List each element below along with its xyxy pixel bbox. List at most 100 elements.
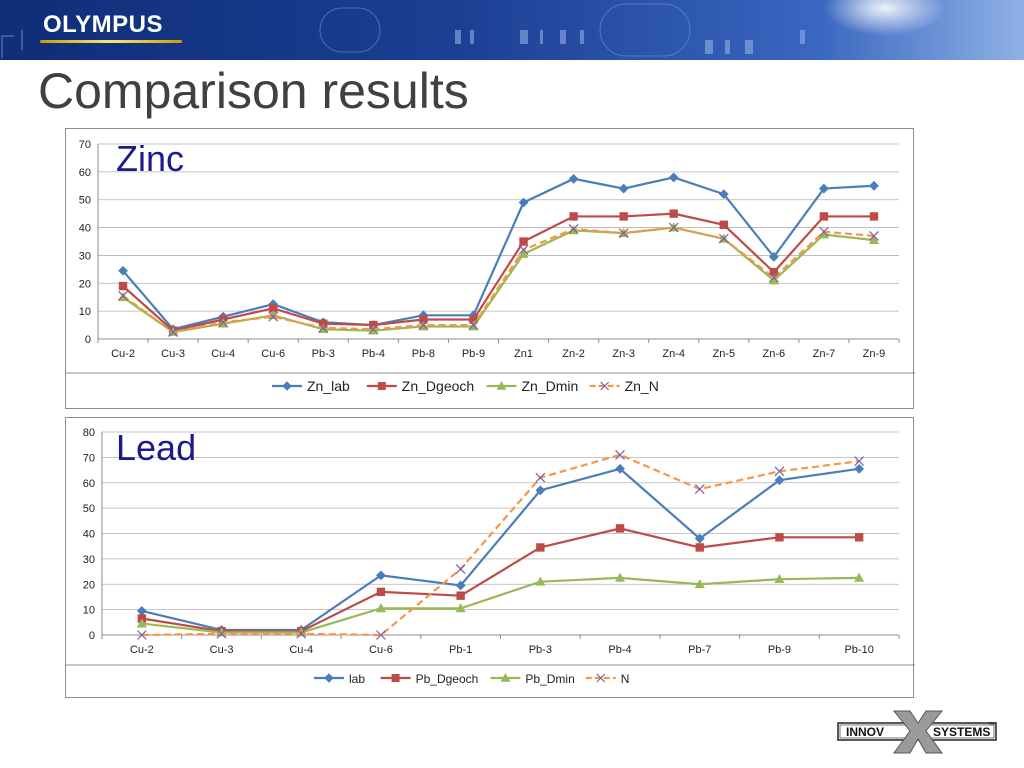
zinc-data-point	[619, 212, 628, 221]
lead-data-point	[136, 618, 147, 628]
zinc-data-point	[818, 226, 829, 237]
zinc-series-line	[122, 226, 875, 334]
zinc-data-point	[518, 248, 529, 258]
lead-series-line	[141, 576, 860, 634]
zinc-xtick-label: Zn1	[514, 348, 533, 360]
zinc-xtick-label: Pb-8	[412, 348, 435, 360]
lead-data-point	[854, 572, 865, 582]
lead-data-point	[376, 630, 386, 640]
lead-data-point	[615, 463, 625, 474]
zinc-xtick-label: Zn-6	[763, 348, 786, 360]
lead-xtick-label: Pb-9	[768, 644, 791, 656]
zinc-legend-label: Zn_Dmin	[522, 378, 579, 394]
zinc-data-point	[819, 212, 829, 221]
zinc-data-point	[868, 234, 880, 244]
lead-data-point	[376, 587, 386, 597]
page-title: Comparison results	[38, 63, 469, 119]
lead-ytick-label: 20	[83, 579, 95, 591]
lead-series-line	[141, 453, 860, 637]
lead-data-point	[455, 603, 466, 613]
lead-data-point	[136, 630, 147, 640]
zinc-ytick-label: 50	[79, 195, 91, 207]
zinc-data-point	[518, 244, 529, 255]
lead-series-line	[141, 467, 860, 632]
zinc-data-point	[569, 212, 578, 221]
lead-data-point	[774, 475, 785, 486]
zinc-xtick-label: Zn-7	[813, 348, 836, 360]
zinc-ytick-label: 30	[79, 250, 91, 262]
lead-data-point	[535, 485, 546, 496]
header-banner: OLYMPUS	[0, 0, 1024, 60]
zinc-data-point	[618, 228, 629, 239]
zinc-legend-marker	[282, 381, 292, 391]
lead-data-point	[535, 472, 546, 483]
lead-data-point	[774, 466, 785, 477]
zinc-data-point	[468, 320, 479, 330]
lead-legend-marker	[596, 673, 606, 683]
zinc-data-point	[668, 172, 679, 183]
lead-data-point	[456, 591, 465, 600]
olympus-logo: OLYMPUS	[43, 11, 163, 38]
zinc-data-point	[118, 281, 128, 291]
lead-xtick-label: Pb-10	[844, 644, 873, 656]
zinc-data-point	[869, 231, 879, 241]
zinc-data-point	[568, 173, 579, 184]
lead-legend-label: Pb_Dmin	[525, 672, 574, 686]
zinc-data-point	[118, 290, 128, 301]
zinc-data-point	[869, 180, 879, 191]
zinc-ytick-label: 70	[79, 139, 91, 151]
lead-series-line	[141, 527, 860, 633]
lead-data-point	[375, 603, 386, 613]
lead-xtick-label: Pb-1	[449, 644, 472, 656]
zinc-data-point	[519, 237, 528, 246]
zinc-data-point	[869, 212, 879, 221]
zinc-xtick-label: Zn-9	[863, 348, 886, 360]
lead-ytick-label: 10	[83, 605, 95, 617]
lead-data-point	[136, 605, 147, 616]
zinc-xtick-label: Cu-3	[161, 348, 185, 360]
zinc-data-point	[418, 320, 429, 330]
zinc-ytick-label: 20	[79, 278, 91, 290]
zinc-data-point	[268, 311, 279, 322]
lead-series-N	[136, 449, 865, 640]
lead-xtick-label: Cu-2	[130, 644, 154, 656]
lead-data-point	[376, 570, 386, 581]
lead-ytick-label: 40	[83, 529, 95, 541]
lead-legend-item: lab	[314, 672, 365, 686]
innov-x-logo-x: X	[918, 735, 919, 737]
zinc-data-point	[718, 233, 729, 244]
zinc-data-point	[168, 327, 179, 337]
zinc-data-point	[768, 272, 779, 283]
zinc-xtick-label: Pb-9	[462, 348, 485, 360]
lead-legend-item: N	[585, 672, 630, 686]
zinc-legend-marker	[496, 380, 507, 390]
lead-data-point	[536, 543, 545, 552]
lead-data-point	[455, 580, 466, 591]
zinc-data-point	[669, 209, 678, 218]
lead-xtick-label: Pb-7	[688, 644, 711, 656]
zinc-legend-item: Zn_lab	[272, 378, 350, 394]
zinc-legend-item: Zn_N	[589, 378, 659, 394]
zinc-data-point	[618, 183, 629, 194]
lead-data-point	[695, 543, 704, 552]
zinc-xtick-label: Cu-6	[261, 348, 285, 360]
zinc-legend: Zn_lab Zn_Dgeoch Zn_Dmin Zn_N	[272, 378, 659, 394]
zinc-legend-label: Zn_Dgeoch	[402, 378, 474, 394]
lead-xtick-label: Pb-4	[608, 644, 631, 656]
zinc-legend-marker	[377, 382, 386, 390]
lead-ytick-label: 80	[83, 427, 95, 439]
lead-data-point	[615, 524, 625, 533]
zinc-data-point	[718, 189, 729, 200]
zinc-data-point	[668, 222, 679, 233]
lead-data-point	[694, 484, 705, 495]
zinc-legend-item: Zn_Dgeoch	[366, 378, 474, 394]
lead-data-point	[615, 572, 626, 582]
lead-series-Pb_Dmin	[136, 572, 865, 637]
zinc-series-line	[122, 212, 874, 332]
zinc-legend-label: Zn_lab	[307, 378, 350, 394]
lead-data-point	[854, 456, 865, 467]
lead-legend-label: N	[621, 672, 630, 686]
lead-legend-label: Pb_Dgeoch	[416, 672, 479, 686]
zinc-data-point	[218, 317, 229, 328]
lead-legend-item: Pb_Dmin	[490, 672, 575, 686]
